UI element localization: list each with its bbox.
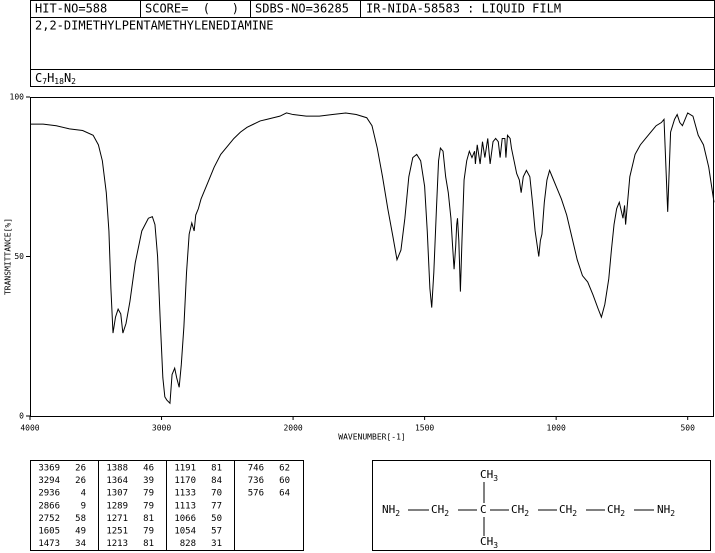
formula: C7H18N2 — [35, 71, 76, 86]
group: CH2 — [559, 503, 577, 518]
group: CH2 — [607, 503, 625, 518]
peak-transmittance: 4 — [81, 489, 86, 499]
x-tick-label: 3000 — [152, 424, 171, 433]
hit-no: HIT-NO=588 — [35, 2, 107, 16]
structure-box — [372, 460, 711, 551]
peak-wavenumber: 2752 — [38, 514, 60, 524]
peak-transmittance: 70 — [211, 489, 222, 499]
peak-wavenumber: 1054 — [174, 527, 196, 537]
x-axis-title: WAVENUMBER[-1] — [338, 433, 405, 442]
peak-wavenumber: 1066 — [174, 514, 196, 524]
peak-wavenumber: 1251 — [106, 527, 128, 537]
peak-wavenumber: 3294 — [38, 476, 60, 486]
y-tick-label: 50 — [14, 252, 24, 261]
peak-wavenumber: 3369 — [38, 464, 60, 474]
peak-transmittance: 79 — [143, 489, 154, 499]
x-tick-label: 500 — [680, 424, 695, 433]
group: CH3 — [480, 468, 498, 483]
x-tick-label: 1000 — [547, 424, 566, 433]
peak-transmittance: 79 — [143, 527, 154, 537]
group: NH2 — [657, 503, 675, 518]
peak-transmittance: 26 — [75, 476, 86, 486]
peak-transmittance: 46 — [143, 464, 154, 474]
peak-wavenumber: 1388 — [106, 464, 128, 474]
peak-transmittance: 60 — [279, 476, 290, 486]
compound-name: 2,2-DIMETHYLPENTAMETHYLENEDIAMINE — [35, 19, 273, 33]
peak-transmittance: 31 — [211, 539, 222, 549]
source: IR-NIDA-58583 : LIQUID FILM — [366, 2, 561, 16]
peak-wavenumber: 1364 — [106, 476, 128, 486]
x-tick-label: 1500 — [415, 424, 434, 433]
y-axis-title: TRANSMITTANCE[%] — [4, 218, 13, 295]
peak-transmittance: 26 — [75, 464, 86, 474]
peak-transmittance: 77 — [211, 501, 222, 511]
y-tick-label: 100 — [10, 93, 25, 102]
peak-transmittance: 9 — [81, 501, 86, 511]
peak-wavenumber: 1113 — [174, 501, 196, 511]
spectrum-line — [30, 112, 715, 405]
peak-transmittance: 81 — [143, 514, 154, 524]
peak-transmittance: 81 — [143, 539, 154, 549]
group: C — [480, 503, 487, 516]
peak-wavenumber: 746 — [248, 464, 264, 474]
group: CH2 — [431, 503, 449, 518]
peak-wavenumber: 1307 — [106, 489, 128, 499]
peak-wavenumber: 1213 — [106, 539, 128, 549]
x-tick-label: 4000 — [20, 424, 39, 433]
score: SCORE= ( ) — [145, 2, 239, 16]
y-tick-label: 0 — [19, 412, 24, 421]
peak-wavenumber: 736 — [248, 476, 264, 486]
x-tick-label: 2000 — [283, 424, 302, 433]
peak-wavenumber: 1605 — [38, 527, 60, 537]
peak-transmittance: 50 — [211, 514, 222, 524]
peak-transmittance: 49 — [75, 527, 86, 537]
group: CH3 — [480, 535, 498, 550]
plot-frame — [30, 97, 714, 417]
peak-transmittance: 34 — [75, 539, 86, 549]
structure: NH2 CH2 C CH2 CH2 CH2 NH2 CH3 CH3 — [372, 460, 711, 551]
peak-table: 3369 26 3294 26 2936 4 2866 9 2752 58 1605 49 1473 34… — [30, 460, 304, 551]
peak-wavenumber: 1271 — [106, 514, 128, 524]
peak-wavenumber: 828 — [180, 539, 196, 549]
spectrum: 4000 3000 2000 1500 1000 500 0 50 100 WAVENUMBER[… — [4, 93, 715, 442]
peak-transmittance: 64 — [279, 489, 290, 499]
peak-wavenumber: 2866 — [38, 501, 60, 511]
header: HIT-NO=588 SCORE= ( ) SDBS-NO=36285 IR-N… — [30, 0, 715, 87]
peak-wavenumber: 1191 — [174, 464, 196, 474]
peak-transmittance: 39 — [143, 476, 154, 486]
peak-wavenumber: 1133 — [174, 489, 196, 499]
peak-transmittance: 81 — [211, 464, 222, 474]
peak-transmittance: 79 — [143, 501, 154, 511]
group: NH2 — [382, 503, 400, 518]
peak-transmittance: 62 — [279, 464, 290, 474]
group: CH2 — [511, 503, 529, 518]
sdbs-no: SDBS-NO=36285 — [255, 2, 349, 16]
peak-wavenumber: 1289 — [106, 501, 128, 511]
peak-wavenumber: 2936 — [38, 489, 60, 499]
peak-wavenumber: 576 — [248, 489, 264, 499]
peak-transmittance: 57 — [211, 527, 222, 537]
peak-transmittance: 58 — [75, 514, 86, 524]
peak-transmittance: 84 — [211, 476, 222, 486]
peak-wavenumber: 1473 — [38, 539, 60, 549]
peak-wavenumber: 1170 — [174, 476, 196, 486]
